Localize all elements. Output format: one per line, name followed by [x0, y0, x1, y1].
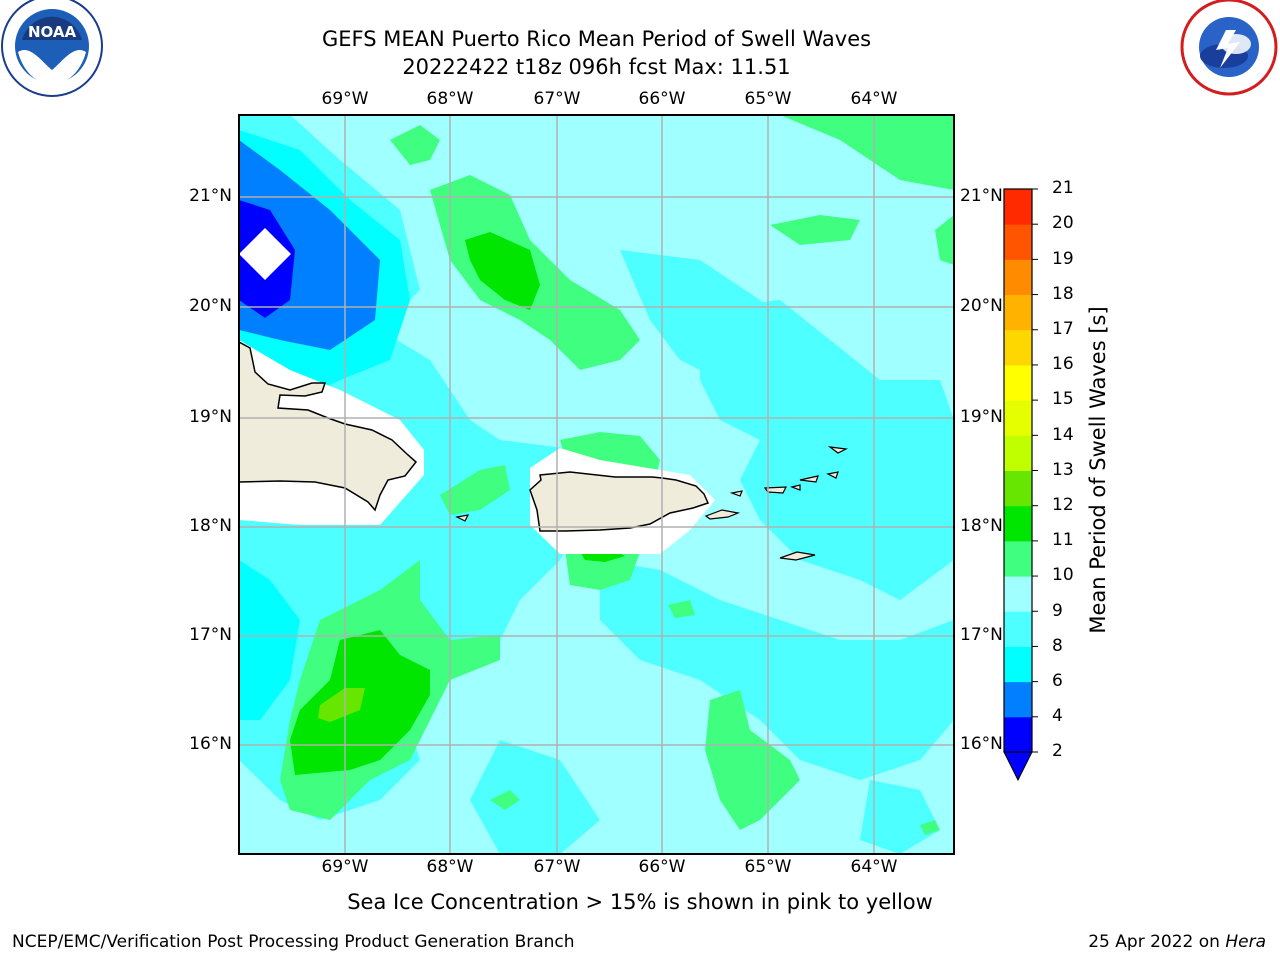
- lat-label-right: 21°N: [960, 186, 1003, 206]
- colorbar-segment: [1004, 329, 1032, 366]
- colorbar-title: Mean Period of Swell Waves [s]: [1086, 306, 1110, 634]
- colorbar-tick-label: 4: [1052, 706, 1063, 726]
- footer-machine: Hera: [1225, 932, 1266, 952]
- colorbar-segment: [1004, 716, 1032, 753]
- lon-label-top: 64°W: [850, 89, 898, 109]
- lon-label-bottom: 65°W: [744, 857, 792, 877]
- colorbar-tick-label: 16: [1052, 354, 1074, 374]
- colorbar-tick-label: 17: [1052, 319, 1074, 339]
- colorbar-tick-label: 12: [1052, 495, 1074, 515]
- colorbar-segment: [1004, 435, 1032, 471]
- colorbar-segment: [1004, 681, 1032, 718]
- swell-band-11: [465, 232, 540, 310]
- lon-label-bottom: 64°W: [850, 857, 898, 877]
- lon-label-top: 67°W: [533, 89, 581, 109]
- map-title-line2: 20222422 t18z 096h fcst Max: 11.51: [402, 55, 791, 79]
- colorbar-segment: [1004, 400, 1032, 436]
- lon-label-bottom: 69°W: [321, 857, 369, 877]
- lat-label-left: 19°N: [189, 407, 232, 427]
- colorbar-tick-label: 2: [1052, 741, 1063, 761]
- colorbar-tick-label: 6: [1052, 671, 1063, 691]
- lat-label-left: 17°N: [189, 625, 232, 645]
- lon-label-top: 65°W: [744, 89, 792, 109]
- colorbar-segment: [1004, 224, 1032, 260]
- colorbar-segment: [1004, 505, 1032, 542]
- lat-label-left: 20°N: [189, 296, 232, 316]
- lon-label-bottom: 67°W: [533, 857, 581, 877]
- lat-label-right: 19°N: [960, 407, 1003, 427]
- swell-band-12: [318, 688, 365, 722]
- colorbar-segment: [1004, 611, 1032, 647]
- footer-date: 25 Apr 2022 on: [1088, 932, 1220, 952]
- footer-branch: NCEP/EMC/Verification Post Processing Pr…: [12, 932, 575, 952]
- colorbar-segment: [1004, 576, 1032, 612]
- lat-label-left: 21°N: [189, 186, 232, 206]
- colorbar: [1003, 188, 1038, 782]
- nws-logo: [1180, 0, 1278, 96]
- colorbar-segment: [1004, 364, 1032, 401]
- colorbar-tick-label: 10: [1052, 565, 1074, 585]
- colorbar-segment: [1004, 540, 1032, 577]
- colorbar-extend-arrow: [1003, 751, 1033, 782]
- graticule: [239, 115, 954, 854]
- virgin-islands: [455, 446, 849, 561]
- colorbar-tick-label: 13: [1052, 460, 1074, 480]
- lat-label-right: 16°N: [960, 734, 1003, 754]
- map-frame: [238, 114, 955, 855]
- colorbar-tick-label: 8: [1052, 636, 1063, 656]
- colorbar-tick-label: 18: [1052, 284, 1074, 304]
- lat-label-left: 18°N: [189, 516, 232, 536]
- sea-ice-note-text: Sea Ice Concentration > 15% is shown in …: [347, 890, 933, 914]
- colorbar-segment: [1004, 470, 1032, 507]
- colorbar-tick-label: 14: [1052, 425, 1074, 445]
- colorbar-segment: [1004, 294, 1032, 331]
- lon-label-top: 66°W: [638, 89, 686, 109]
- footer-date-host: 25 Apr 2022 on Hera: [1088, 932, 1266, 952]
- noaa-logo-text: NOAA: [28, 23, 77, 41]
- lon-label-top: 69°W: [321, 89, 369, 109]
- map-title-line1: GEFS MEAN Puerto Rico Mean Period of Swe…: [321, 27, 872, 51]
- sea-ice-note: Sea Ice Concentration > 15% is shown in …: [0, 890, 1280, 914]
- hispaniola-land: [239, 341, 418, 512]
- lat-label-right: 20°N: [960, 296, 1003, 316]
- colorbar-tick-label: 15: [1052, 389, 1074, 409]
- lon-label-top: 68°W: [426, 89, 474, 109]
- colorbar-tick-label: 21: [1052, 178, 1074, 198]
- map-canvas: [239, 115, 954, 854]
- colorbar-segment: [1004, 259, 1032, 296]
- lat-label-left: 16°N: [189, 734, 232, 754]
- lon-label-bottom: 66°W: [638, 857, 686, 877]
- lon-label-bottom: 68°W: [426, 857, 474, 877]
- colorbar-tick-label: 19: [1052, 249, 1074, 269]
- lat-label-right: 17°N: [960, 625, 1003, 645]
- colorbar-segment: [1004, 189, 1032, 225]
- colorbar-segment: [1004, 646, 1032, 683]
- puerto-rico-land: [529, 471, 710, 532]
- colorbar-tick-label: 11: [1052, 530, 1074, 550]
- colorbar-tick-label: 20: [1052, 213, 1074, 233]
- noaa-logo: NOAA: [1, 0, 103, 97]
- colorbar-tick-label: 9: [1052, 601, 1063, 621]
- lat-label-right: 18°N: [960, 516, 1003, 536]
